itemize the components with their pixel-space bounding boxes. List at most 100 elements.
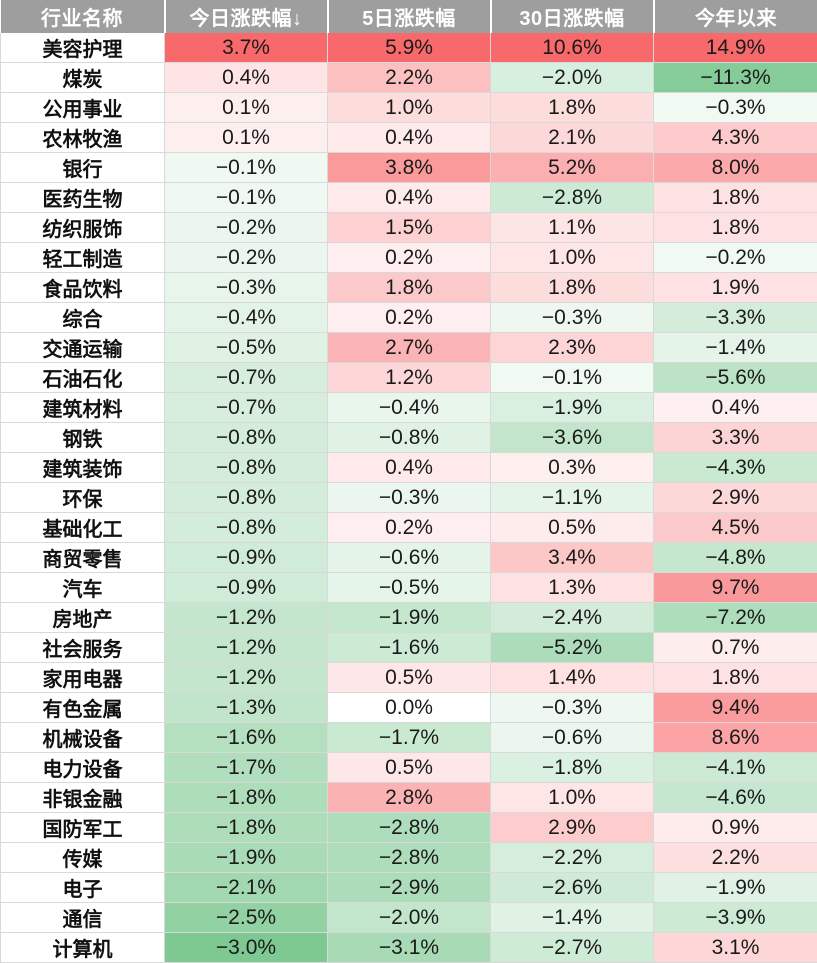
ytd-change-cell: 2.9% xyxy=(654,483,817,513)
today-change-cell: −0.8% xyxy=(165,513,328,543)
column-header-ytd-change[interactable]: 今年以来 xyxy=(654,0,817,33)
ytd-change-cell: 1.8% xyxy=(654,183,817,213)
industry-name-cell: 环保 xyxy=(1,483,165,513)
table-row: 轻工制造−0.2%0.2%1.0%−0.2% xyxy=(1,243,817,273)
industry-name-cell: 机械设备 xyxy=(1,723,165,753)
ytd-change-cell: 0.7% xyxy=(654,633,817,663)
industry-name-cell: 纺织服饰 xyxy=(1,213,165,243)
column-header-today-change[interactable]: 今日涨跌幅↓ xyxy=(165,0,328,33)
30day-change-cell: −0.1% xyxy=(491,363,654,393)
table-row: 综合−0.4%0.2%−0.3%−3.3% xyxy=(1,303,817,333)
industry-name-cell: 轻工制造 xyxy=(1,243,165,273)
5day-change-cell: 0.0% xyxy=(328,693,491,723)
today-change-cell: 0.1% xyxy=(165,123,328,153)
ytd-change-cell: −0.3% xyxy=(654,93,817,123)
table-row: 计算机−3.0%−3.1%−2.7%3.1% xyxy=(1,933,817,963)
ytd-change-cell: 0.4% xyxy=(654,393,817,423)
5day-change-cell: 0.5% xyxy=(328,753,491,783)
industry-name-cell: 建筑装饰 xyxy=(1,453,165,483)
ytd-change-cell: 8.0% xyxy=(654,153,817,183)
ytd-change-cell: −11.3% xyxy=(654,63,817,93)
5day-change-cell: −0.8% xyxy=(328,423,491,453)
30day-change-cell: 2.3% xyxy=(491,333,654,363)
header-row: 行业名称 今日涨跌幅↓ 5日涨跌幅 30日涨跌幅 今年以来 xyxy=(1,0,817,33)
ytd-change-cell: −4.8% xyxy=(654,543,817,573)
5day-change-cell: 0.4% xyxy=(328,183,491,213)
industry-name-cell: 医药生物 xyxy=(1,183,165,213)
5day-change-cell: −3.1% xyxy=(328,933,491,963)
30day-change-cell: −0.3% xyxy=(491,693,654,723)
30day-change-cell: −2.0% xyxy=(491,63,654,93)
5day-change-cell: 1.0% xyxy=(328,93,491,123)
today-change-cell: 0.1% xyxy=(165,93,328,123)
ytd-change-cell: 4.3% xyxy=(654,123,817,153)
table-row: 基础化工−0.8%0.2%0.5%4.5% xyxy=(1,513,817,543)
industry-name-cell: 综合 xyxy=(1,303,165,333)
30day-change-cell: 1.8% xyxy=(491,273,654,303)
today-change-cell: −3.0% xyxy=(165,933,328,963)
30day-change-cell: −1.1% xyxy=(491,483,654,513)
today-change-cell: −0.8% xyxy=(165,423,328,453)
ytd-change-cell: −4.1% xyxy=(654,753,817,783)
industry-name-cell: 非银金融 xyxy=(1,783,165,813)
30day-change-cell: 2.9% xyxy=(491,813,654,843)
today-change-cell: −2.5% xyxy=(165,903,328,933)
ytd-change-cell: 3.3% xyxy=(654,423,817,453)
table-row: 家用电器−1.2%0.5%1.4%1.8% xyxy=(1,663,817,693)
today-change-cell: −0.9% xyxy=(165,543,328,573)
table-row: 通信−2.5%−2.0%−1.4%−3.9% xyxy=(1,903,817,933)
today-change-cell: −1.7% xyxy=(165,753,328,783)
today-change-cell: −1.2% xyxy=(165,603,328,633)
industry-name-cell: 国防军工 xyxy=(1,813,165,843)
5day-change-cell: 0.2% xyxy=(328,303,491,333)
30day-change-cell: 0.3% xyxy=(491,453,654,483)
table-row: 环保−0.8%−0.3%−1.1%2.9% xyxy=(1,483,817,513)
5day-change-cell: 0.4% xyxy=(328,453,491,483)
ytd-change-cell: −3.9% xyxy=(654,903,817,933)
today-change-cell: −1.2% xyxy=(165,633,328,663)
ytd-change-cell: 0.9% xyxy=(654,813,817,843)
column-header-5day-change[interactable]: 5日涨跌幅 xyxy=(328,0,491,33)
ytd-change-cell: 8.6% xyxy=(654,723,817,753)
industry-name-cell: 农林牧渔 xyxy=(1,123,165,153)
column-header-industry[interactable]: 行业名称 xyxy=(1,0,165,33)
30day-change-cell: −5.2% xyxy=(491,633,654,663)
30day-change-cell: 5.2% xyxy=(491,153,654,183)
5day-change-cell: −0.6% xyxy=(328,543,491,573)
industry-name-cell: 公用事业 xyxy=(1,93,165,123)
5day-change-cell: −1.7% xyxy=(328,723,491,753)
5day-change-cell: −2.9% xyxy=(328,873,491,903)
30day-change-cell: −2.2% xyxy=(491,843,654,873)
table-row: 钢铁−0.8%−0.8%−3.6%3.3% xyxy=(1,423,817,453)
30day-change-cell: 1.4% xyxy=(491,663,654,693)
5day-change-cell: 1.5% xyxy=(328,213,491,243)
5day-change-cell: 5.9% xyxy=(328,33,491,63)
30day-change-cell: 0.5% xyxy=(491,513,654,543)
30day-change-cell: −1.9% xyxy=(491,393,654,423)
industry-name-cell: 美容护理 xyxy=(1,33,165,63)
table-row: 有色金属−1.3%0.0%−0.3%9.4% xyxy=(1,693,817,723)
table-row: 石油石化−0.7%1.2%−0.1%−5.6% xyxy=(1,363,817,393)
table-row: 传媒−1.9%−2.8%−2.2%2.2% xyxy=(1,843,817,873)
industry-name-cell: 银行 xyxy=(1,153,165,183)
ytd-change-cell: −1.9% xyxy=(654,873,817,903)
ytd-change-cell: 1.8% xyxy=(654,663,817,693)
30day-change-cell: 1.0% xyxy=(491,243,654,273)
table-row: 食品饮料−0.3%1.8%1.8%1.9% xyxy=(1,273,817,303)
today-change-cell: −0.2% xyxy=(165,213,328,243)
30day-change-cell: −2.8% xyxy=(491,183,654,213)
30day-change-cell: −2.4% xyxy=(491,603,654,633)
30day-change-cell: −2.7% xyxy=(491,933,654,963)
5day-change-cell: −0.5% xyxy=(328,573,491,603)
5day-change-cell: 0.2% xyxy=(328,513,491,543)
industry-name-cell: 有色金属 xyxy=(1,693,165,723)
table-row: 交通运输−0.5%2.7%2.3%−1.4% xyxy=(1,333,817,363)
industry-name-cell: 建筑材料 xyxy=(1,393,165,423)
column-header-30day-change[interactable]: 30日涨跌幅 xyxy=(491,0,654,33)
30day-change-cell: 1.3% xyxy=(491,573,654,603)
today-change-cell: −0.2% xyxy=(165,243,328,273)
industry-name-cell: 通信 xyxy=(1,903,165,933)
